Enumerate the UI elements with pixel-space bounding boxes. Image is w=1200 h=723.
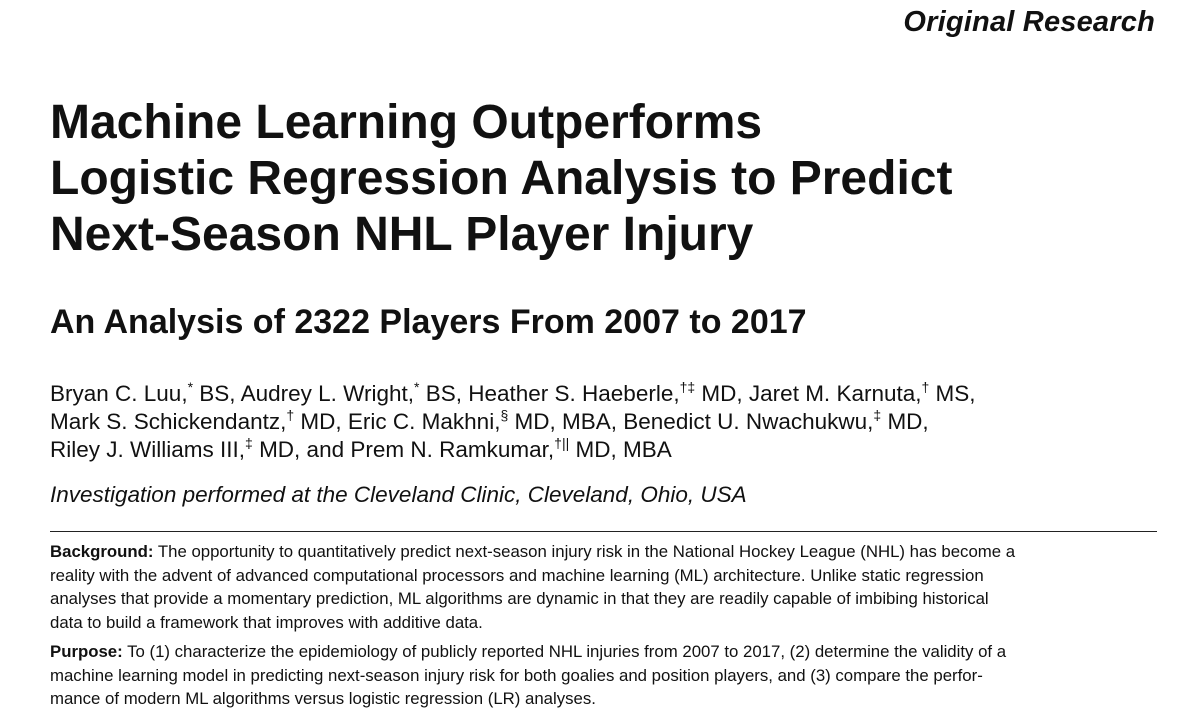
author-affiliation-mark: § xyxy=(500,407,509,423)
author-degree: MD, MBA, xyxy=(508,409,624,434)
author-line: Mark S. Schickendantz,† MD, Eric C. Makh… xyxy=(50,408,1170,436)
author-name: Mark S. Schickendantz, xyxy=(50,409,287,434)
author-degree: MD, and xyxy=(252,437,351,462)
section-label: Original Research xyxy=(903,6,1155,38)
author-affiliation-mark: ‡ xyxy=(873,407,882,423)
abstract-text: The opportunity to quantitatively predic… xyxy=(153,542,1016,561)
author-degree: BS, xyxy=(419,381,469,406)
abstract-line: mance of modern ML algorithms versus log… xyxy=(50,689,596,708)
author-degree: BS, xyxy=(193,381,241,406)
article-title: Machine Learning Outperforms Logistic Re… xyxy=(50,95,1150,263)
abstract-text: To (1) characterize the epidemiology of … xyxy=(122,642,1007,661)
author-degree: MD, MBA xyxy=(569,437,672,462)
author-name: Eric C. Makhni, xyxy=(347,409,501,434)
abstract-background: Background: The opportunity to quantitat… xyxy=(50,540,1160,634)
author-affiliation-mark: ‡ xyxy=(245,435,253,451)
title-line: Next-Season NHL Player Injury xyxy=(50,208,754,261)
institution-note: Investigation performed at the Cleveland… xyxy=(50,482,747,507)
title-line: Machine Learning Outperforms xyxy=(50,96,763,149)
abstract-line: data to build a framework that improves … xyxy=(50,612,483,632)
author-degree: MD, xyxy=(881,409,929,434)
abstract-heading-background: Background: xyxy=(50,542,154,561)
abstract-line: analyses that provide a momentary predic… xyxy=(50,589,989,608)
author-affiliation-mark: † xyxy=(921,379,930,395)
author-degree: MD, xyxy=(695,381,749,406)
author-name: Benedict U. Nwachukwu, xyxy=(623,409,874,434)
author-name: Jaret M. Karnuta, xyxy=(748,381,922,406)
abstract: Background: The opportunity to quantitat… xyxy=(50,540,1160,717)
abstract-purpose: Purpose: To (1) characterize the epidemi… xyxy=(50,640,1160,711)
abstract-line: Background: The opportunity to quantitat… xyxy=(50,540,1160,564)
title-line: Logistic Regression Analysis to Predict xyxy=(50,152,953,205)
abstract-heading-purpose: Purpose: xyxy=(50,642,123,661)
author-line: Riley J. Williams III,‡ MD, and Prem N. … xyxy=(50,436,1170,464)
abstract-line: Purpose: To (1) characterize the epidemi… xyxy=(50,640,1160,664)
author-name: Heather S. Haeberle, xyxy=(468,381,680,406)
author-affiliation-mark: †‡ xyxy=(679,379,696,395)
author-affiliation-mark: † xyxy=(286,407,295,423)
author-affiliation-mark: †|| xyxy=(554,435,570,451)
author-name: Prem N. Ramkumar, xyxy=(350,437,555,462)
author-degree: MS, xyxy=(929,381,976,406)
author-list: Bryan C. Luu,* BS, Audrey L. Wright,* BS… xyxy=(50,380,1170,464)
author-name: Audrey L. Wright, xyxy=(240,381,414,406)
abstract-line: machine learning model in predicting nex… xyxy=(50,665,983,685)
author-affiliation-mark: * xyxy=(413,379,420,395)
author-affiliation-mark: * xyxy=(187,379,194,395)
author-name: Riley J. Williams III, xyxy=(50,437,246,462)
abstract-divider xyxy=(50,531,1157,532)
author-line: Bryan C. Luu,* BS, Audrey L. Wright,* BS… xyxy=(50,380,1170,408)
author-degree: MD, xyxy=(294,409,348,434)
abstract-line: reality with the advent of advanced comp… xyxy=(50,565,984,585)
author-name: Bryan C. Luu, xyxy=(50,381,188,406)
article-subtitle: An Analysis of 2322 Players From 2007 to… xyxy=(50,303,807,341)
